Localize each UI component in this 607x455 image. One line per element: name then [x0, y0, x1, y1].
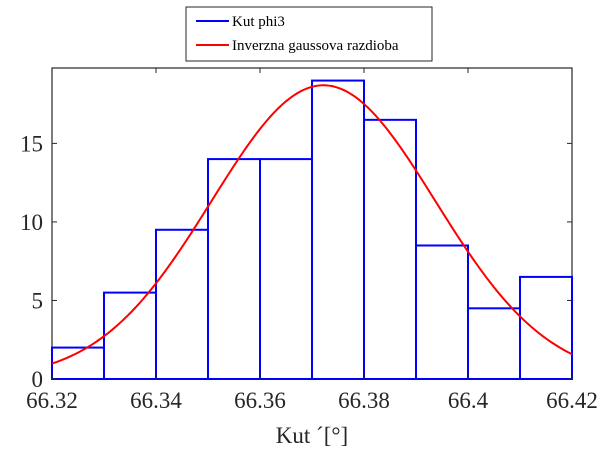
histogram-bars	[51, 79, 573, 381]
x-tick-label: 66.36	[234, 388, 286, 413]
x-tick-label: 66.42	[546, 388, 598, 413]
x-tick-label: 66.34	[130, 388, 182, 413]
legend-box	[185, 6, 433, 62]
y-tick-label: 0	[32, 367, 44, 392]
y-axis: 0 5 10 15	[20, 131, 572, 392]
legend: Kut phi3 Inverzna gaussova razdioba	[185, 6, 433, 62]
y-tick-label: 10	[20, 210, 43, 235]
x-tick-label: 66.4	[448, 388, 489, 413]
y-tick-label: 5	[32, 288, 44, 313]
y-tick-label: 15	[20, 131, 43, 156]
legend-label-curve: Inverzna gaussova razdioba	[232, 38, 399, 54]
x-tick-label: 66.38	[338, 388, 390, 413]
fitted-curve-line	[51, 84, 573, 365]
legend-label-histogram: Kut phi3	[232, 14, 285, 30]
x-tick-label: 66.32	[26, 388, 78, 413]
curve-layer	[51, 84, 573, 365]
histogram-bar-9	[519, 275, 573, 381]
x-axis-label: Kut ´[°]	[276, 423, 348, 448]
x-axis: 66.32 66.34 66.36 66.38 66.4 66.42	[26, 68, 598, 413]
